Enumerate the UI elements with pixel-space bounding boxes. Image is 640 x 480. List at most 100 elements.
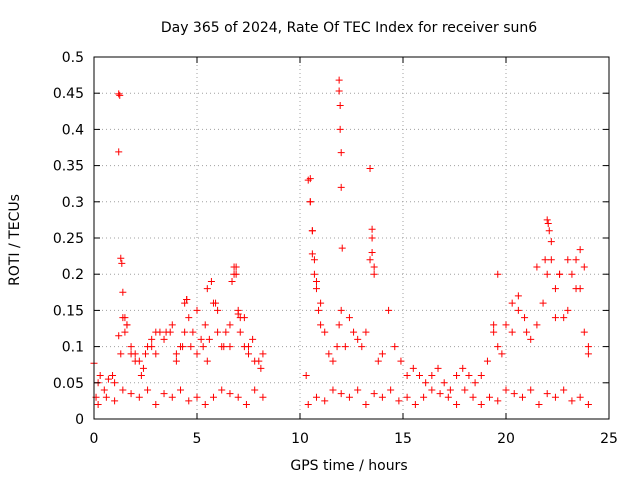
data-point bbox=[411, 401, 419, 409]
y-tick-label: 0.15 bbox=[53, 303, 84, 319]
data-point bbox=[236, 314, 244, 322]
data-point bbox=[329, 357, 337, 365]
data-point bbox=[368, 225, 376, 233]
data-point bbox=[335, 87, 343, 95]
data-point bbox=[576, 393, 584, 401]
data-point bbox=[203, 357, 211, 365]
data-point bbox=[232, 270, 240, 278]
data-point bbox=[137, 372, 145, 380]
data-point bbox=[387, 386, 395, 394]
data-point bbox=[257, 364, 265, 372]
data-point bbox=[160, 335, 168, 343]
data-point bbox=[469, 393, 477, 401]
data-point bbox=[502, 386, 510, 394]
data-point bbox=[453, 401, 461, 409]
data-point bbox=[306, 198, 314, 206]
data-point bbox=[119, 288, 127, 296]
y-tick-label: 0.5 bbox=[62, 50, 84, 66]
data-point bbox=[368, 248, 376, 256]
data-point bbox=[310, 270, 318, 278]
data-point bbox=[193, 306, 201, 314]
data-point bbox=[477, 401, 485, 409]
data-point bbox=[335, 321, 343, 329]
data-point bbox=[545, 227, 553, 235]
data-point bbox=[543, 390, 551, 398]
data-point bbox=[148, 335, 156, 343]
data-point bbox=[580, 263, 588, 271]
data-point bbox=[337, 149, 345, 157]
data-point bbox=[304, 401, 312, 409]
data-point bbox=[368, 234, 376, 242]
data-point bbox=[168, 321, 176, 329]
x-axis-title: GPS time / hours bbox=[290, 458, 407, 474]
data-point bbox=[116, 91, 124, 99]
data-point bbox=[560, 386, 568, 394]
data-point bbox=[312, 285, 320, 293]
data-point bbox=[166, 328, 174, 336]
data-point bbox=[317, 299, 325, 307]
data-point bbox=[230, 263, 238, 271]
data-point bbox=[539, 299, 547, 307]
x-tick-label: 0 bbox=[90, 431, 99, 447]
data-point bbox=[144, 386, 152, 394]
data-point bbox=[483, 357, 491, 365]
data-point bbox=[312, 277, 320, 285]
data-point bbox=[374, 357, 382, 365]
data-point bbox=[338, 244, 346, 252]
data-point bbox=[310, 256, 318, 264]
data-point bbox=[234, 310, 242, 318]
data-point bbox=[127, 350, 135, 358]
data-point bbox=[533, 321, 541, 329]
data-point bbox=[523, 328, 531, 336]
data-point bbox=[362, 328, 370, 336]
data-point bbox=[494, 270, 502, 278]
data-point bbox=[533, 263, 541, 271]
data-point bbox=[337, 306, 345, 314]
y-tick-label: 0.4 bbox=[62, 122, 84, 138]
data-point bbox=[209, 299, 217, 307]
data-point bbox=[251, 386, 259, 394]
data-point bbox=[236, 328, 244, 336]
data-point bbox=[185, 314, 193, 322]
data-point bbox=[329, 386, 337, 394]
data-point bbox=[420, 393, 428, 401]
data-point bbox=[354, 335, 362, 343]
data-point bbox=[152, 401, 160, 409]
data-point bbox=[444, 393, 452, 401]
y-tick-label: 0.35 bbox=[53, 159, 84, 175]
data-point bbox=[168, 393, 176, 401]
data-point bbox=[245, 350, 252, 358]
data-point bbox=[428, 386, 436, 394]
data-point bbox=[317, 321, 325, 329]
data-point bbox=[337, 183, 345, 191]
data-point bbox=[543, 216, 551, 224]
data-point bbox=[104, 375, 112, 383]
data-point bbox=[203, 285, 211, 293]
data-point bbox=[148, 343, 156, 351]
data-point bbox=[514, 292, 522, 300]
data-point bbox=[135, 393, 143, 401]
data-point bbox=[179, 343, 187, 351]
data-point bbox=[521, 314, 529, 322]
data-point bbox=[568, 397, 576, 405]
data-point bbox=[547, 238, 555, 246]
data-point bbox=[535, 401, 543, 409]
data-point bbox=[403, 393, 411, 401]
data-point bbox=[446, 386, 454, 394]
data-point bbox=[94, 401, 102, 409]
data-point bbox=[391, 343, 399, 351]
data-point bbox=[201, 321, 209, 329]
data-point bbox=[152, 328, 160, 336]
data-point bbox=[183, 296, 191, 304]
axis-ticks bbox=[93, 56, 610, 420]
data-point bbox=[584, 343, 592, 351]
data-point bbox=[193, 350, 201, 358]
data-point bbox=[189, 328, 197, 336]
data-point bbox=[572, 256, 580, 264]
data-point bbox=[564, 306, 572, 314]
data-point bbox=[461, 386, 469, 394]
data-point bbox=[436, 390, 444, 398]
data-point bbox=[541, 256, 549, 264]
data-point bbox=[465, 372, 473, 380]
data-point bbox=[568, 270, 576, 278]
